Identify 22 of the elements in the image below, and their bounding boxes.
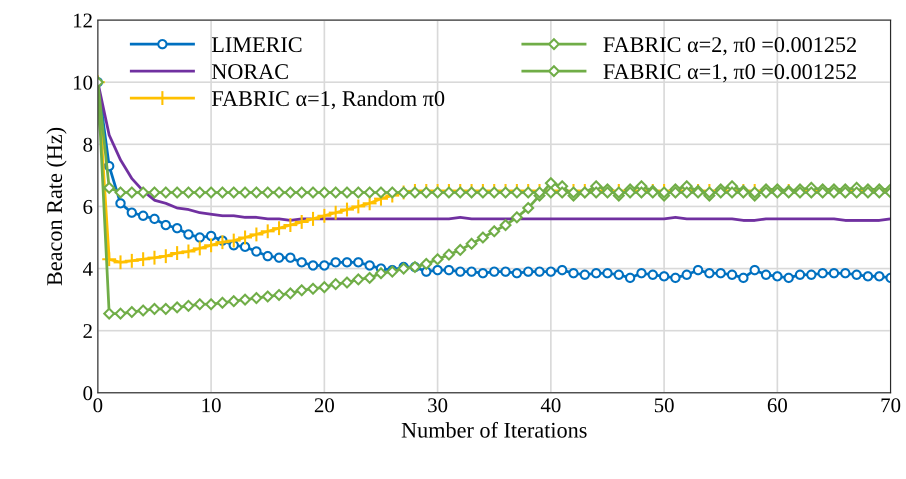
y-tick-label: 10 xyxy=(74,76,92,90)
y-axis-title: Beacon Rate (Hz) xyxy=(46,128,67,286)
x-tick-label: 40 xyxy=(540,398,560,412)
y-tick-label: 6 xyxy=(83,200,92,214)
x-tick-label: 30 xyxy=(428,398,448,412)
x-tick-label: 0 xyxy=(93,398,102,412)
y-tick-label: 4 xyxy=(82,262,93,276)
x-tick-label: 20 xyxy=(314,398,334,412)
y-tick-label: 2 xyxy=(83,324,92,338)
legend-label: FABRIC α=1, π0 =0.001252 xyxy=(603,64,856,82)
legend-label: FABRIC α=2, π0 =0.001252 xyxy=(603,37,856,56)
y-tick-label: 0 xyxy=(83,386,92,400)
x-tick-label: 70 xyxy=(882,398,900,412)
x-tick-label: 50 xyxy=(654,398,674,412)
y-tick-label: 8 xyxy=(83,138,92,152)
legend-label: FABRIC α=1, Random π0 xyxy=(212,90,444,110)
x-tick-label: 60 xyxy=(768,398,787,412)
x-axis-title: Number of Iterations xyxy=(402,422,587,438)
legend-label: NORAC xyxy=(212,64,288,80)
y-tick-label: 12 xyxy=(74,14,92,28)
legend-label: LIMERIC xyxy=(212,37,302,52)
x-tick-label: 10 xyxy=(202,398,221,412)
